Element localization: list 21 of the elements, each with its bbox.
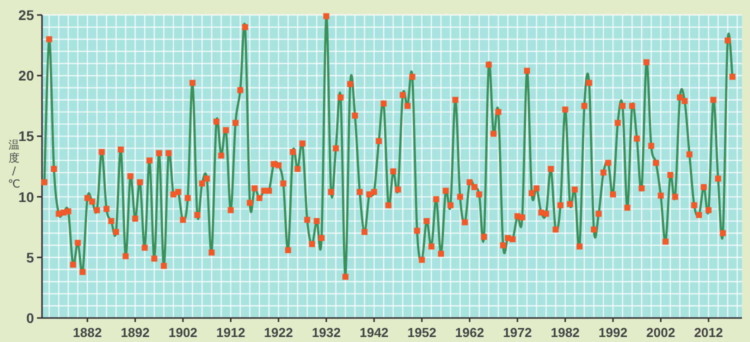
y-tick-label: 5 bbox=[26, 249, 34, 266]
y-tick-label: 15 bbox=[18, 128, 34, 144]
y-tick-label: 25 bbox=[18, 7, 34, 23]
x-tick-label: 1912 bbox=[216, 325, 246, 340]
x-tick-label: 1882 bbox=[72, 325, 102, 340]
x-tick-label: 1982 bbox=[550, 325, 580, 340]
x-tick-label: 1932 bbox=[312, 325, 341, 340]
x-tick-label: 2012 bbox=[694, 325, 724, 340]
x-tick-label: 1902 bbox=[168, 325, 198, 340]
x-tick-label: 1962 bbox=[455, 325, 484, 340]
x-tick-label: 1942 bbox=[360, 325, 389, 340]
y-axis-title: 温度/℃ bbox=[8, 138, 20, 190]
x-tick-label: 1992 bbox=[598, 325, 628, 340]
y-tick-label: 20 bbox=[18, 68, 34, 84]
x-tick-label: 1972 bbox=[502, 325, 532, 340]
y-tick-label: 0 bbox=[26, 310, 34, 326]
x-tick-label: 1922 bbox=[264, 325, 293, 340]
x-tick-label: 1892 bbox=[120, 325, 150, 340]
x-tick-label: 1952 bbox=[407, 325, 436, 340]
x-tick-label: 2002 bbox=[646, 325, 676, 340]
y-tick-label: 10 bbox=[18, 188, 34, 205]
